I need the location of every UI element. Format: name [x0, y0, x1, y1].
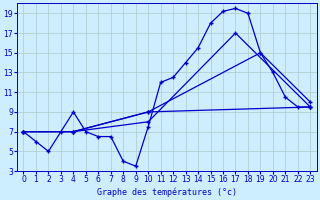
- X-axis label: Graphe des températures (°c): Graphe des températures (°c): [97, 187, 237, 197]
